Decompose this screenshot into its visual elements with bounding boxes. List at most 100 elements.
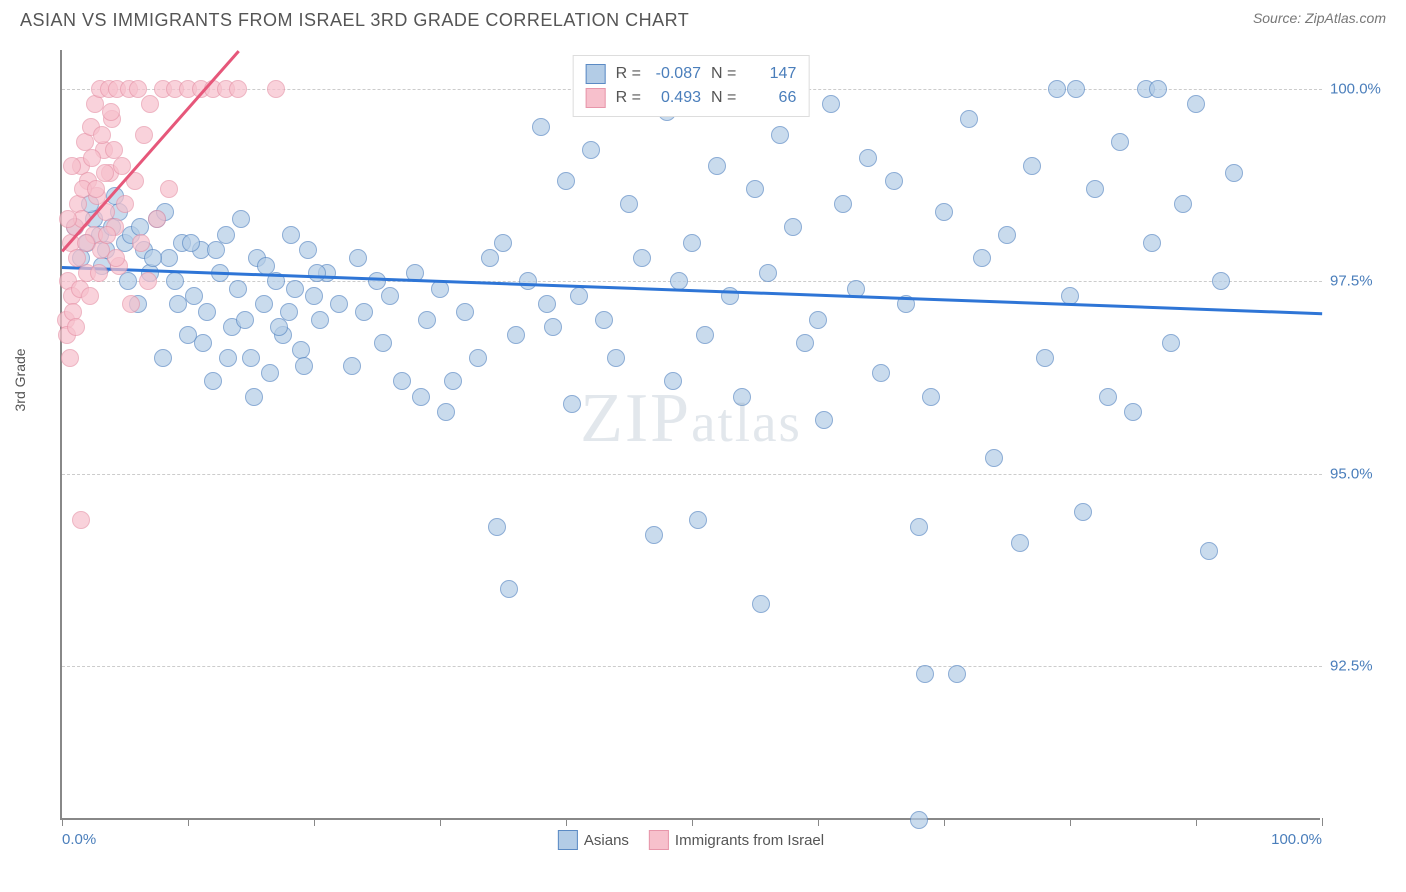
- scatter-point: [507, 326, 525, 344]
- legend-swatch-icon: [586, 88, 606, 108]
- scatter-point: [557, 172, 575, 190]
- scatter-point: [87, 180, 105, 198]
- scatter-point: [305, 287, 323, 305]
- scatter-point: [910, 811, 928, 829]
- x-tick: [818, 818, 819, 826]
- x-tick: [188, 818, 189, 826]
- r-label: R =: [616, 89, 641, 107]
- x-tick: [1322, 818, 1323, 826]
- scatter-point: [544, 318, 562, 336]
- x-tick: [1070, 818, 1071, 826]
- scatter-point: [960, 110, 978, 128]
- scatter-point: [412, 388, 430, 406]
- scatter-point: [746, 180, 764, 198]
- scatter-point: [194, 334, 212, 352]
- scatter-point: [1086, 180, 1104, 198]
- scatter-point: [696, 326, 714, 344]
- scatter-point: [393, 372, 411, 390]
- scatter-point: [1162, 334, 1180, 352]
- scatter-point: [154, 349, 172, 367]
- scatter-point: [282, 226, 300, 244]
- scatter-point: [245, 388, 263, 406]
- scatter-point: [311, 311, 329, 329]
- grid-line: [62, 666, 1322, 667]
- scatter-point: [834, 195, 852, 213]
- scatter-point: [670, 272, 688, 290]
- scatter-point: [948, 665, 966, 683]
- legend-item-asians: Asians: [558, 830, 629, 850]
- scatter-point: [135, 126, 153, 144]
- x-tick: [440, 818, 441, 826]
- scatter-point: [160, 249, 178, 267]
- scatter-point: [633, 249, 651, 267]
- scatter-point: [83, 149, 101, 167]
- scatter-point: [185, 287, 203, 305]
- scatter-point: [563, 395, 581, 413]
- scatter-point: [72, 511, 90, 529]
- scatter-point: [469, 349, 487, 367]
- scatter-point: [998, 226, 1016, 244]
- scatter-point: [910, 518, 928, 536]
- scatter-point: [86, 95, 104, 113]
- scatter-point: [139, 272, 157, 290]
- chart-header: ASIAN VS IMMIGRANTS FROM ISRAEL 3RD GRAD…: [0, 0, 1406, 31]
- scatter-point: [98, 226, 116, 244]
- scatter-point: [859, 149, 877, 167]
- scatter-point: [1174, 195, 1192, 213]
- scatter-point: [570, 287, 588, 305]
- legend-label: Immigrants from Israel: [675, 832, 824, 849]
- x-tick-label: 0.0%: [62, 831, 96, 848]
- scatter-point: [771, 126, 789, 144]
- legend-row-israel: R = 0.493 N = 66: [586, 86, 797, 110]
- scatter-point: [204, 372, 222, 390]
- legend-row-asians: R = -0.087 N = 147: [586, 62, 797, 86]
- scatter-point: [299, 241, 317, 259]
- scatter-point: [255, 295, 273, 313]
- y-tick-label: 100.0%: [1330, 80, 1390, 97]
- scatter-point: [752, 595, 770, 613]
- scatter-point: [1124, 403, 1142, 421]
- x-tick: [944, 818, 945, 826]
- scatter-point: [500, 580, 518, 598]
- scatter-point: [708, 157, 726, 175]
- n-label: N =: [711, 65, 736, 83]
- scatter-point: [1111, 133, 1129, 151]
- scatter-point: [61, 349, 79, 367]
- scatter-point: [532, 118, 550, 136]
- scatter-point: [1143, 234, 1161, 252]
- correlation-legend: R = -0.087 N = 147 R = 0.493 N = 66: [573, 55, 810, 117]
- scatter-point: [349, 249, 367, 267]
- scatter-point: [219, 349, 237, 367]
- scatter-point: [96, 164, 114, 182]
- scatter-point: [355, 303, 373, 321]
- scatter-point: [1099, 388, 1117, 406]
- scatter-point: [229, 280, 247, 298]
- scatter-point: [236, 311, 254, 329]
- y-tick-label: 95.0%: [1330, 465, 1390, 482]
- scatter-point: [538, 295, 556, 313]
- legend-label: Asians: [584, 832, 629, 849]
- scatter-point: [90, 264, 108, 282]
- scatter-point: [107, 249, 125, 267]
- scatter-point: [1149, 80, 1167, 98]
- scatter-point: [105, 141, 123, 159]
- y-tick-label: 92.5%: [1330, 658, 1390, 675]
- scatter-point: [1048, 80, 1066, 98]
- watermark: ZIPatlas: [580, 379, 802, 459]
- legend-swatch-icon: [558, 830, 578, 850]
- scatter-point: [141, 95, 159, 113]
- legend-swatch-icon: [586, 64, 606, 84]
- scatter-point: [595, 311, 613, 329]
- scatter-point: [308, 264, 326, 282]
- scatter-point: [494, 234, 512, 252]
- scatter-point: [368, 272, 386, 290]
- scatter-point: [985, 449, 1003, 467]
- scatter-point: [242, 349, 260, 367]
- scatter-point: [343, 357, 361, 375]
- scatter-point: [330, 295, 348, 313]
- scatter-point: [148, 210, 166, 228]
- scatter-point: [815, 411, 833, 429]
- scatter-point: [1011, 534, 1029, 552]
- scatter-point: [261, 364, 279, 382]
- scatter-point: [916, 665, 934, 683]
